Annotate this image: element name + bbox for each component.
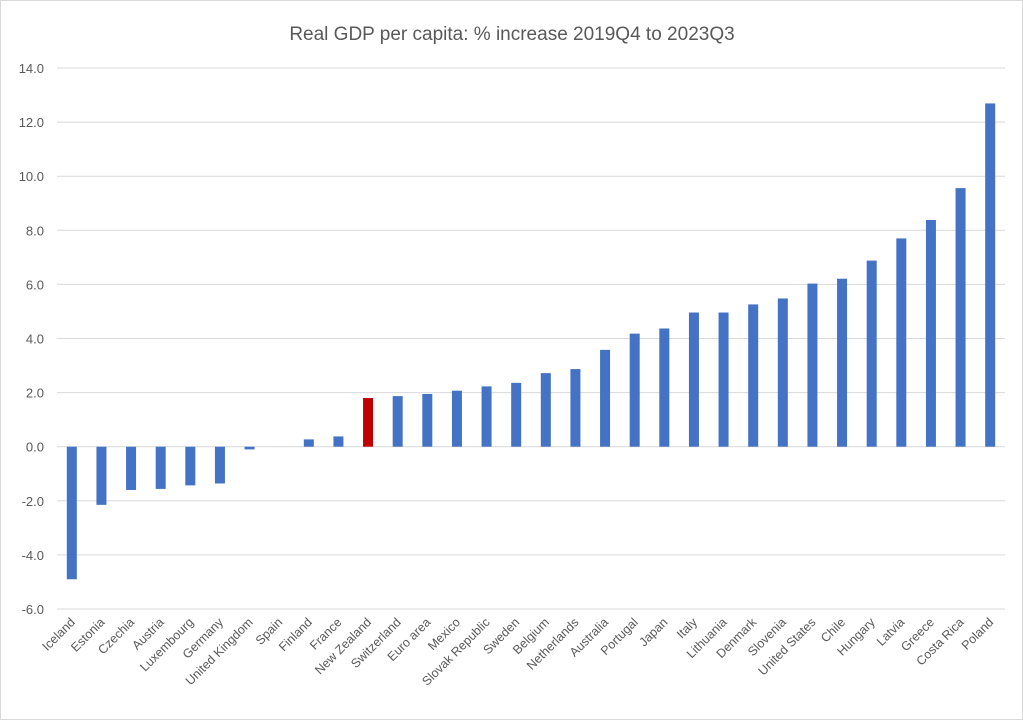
bar-italy [689, 313, 699, 447]
y-tick-label: 8.0 [26, 223, 44, 238]
x-tick-label: Japan [636, 615, 670, 649]
y-tick-label: 2.0 [26, 386, 44, 401]
y-tick-label: 6.0 [26, 277, 44, 292]
bar-france [333, 436, 343, 446]
bar-mexico [452, 391, 462, 447]
bar-new-zealand [363, 398, 373, 447]
bar-switzerland [393, 396, 403, 447]
bar-costa-rica [956, 188, 966, 447]
y-tick-label: 12.0 [19, 115, 44, 130]
bar-portugal [630, 334, 640, 447]
bar-denmark [748, 304, 758, 446]
bar-austria [156, 447, 166, 489]
y-tick-label: 10.0 [19, 169, 44, 184]
y-tick-label: -6.0 [22, 602, 44, 617]
bar-iceland [67, 447, 77, 580]
x-tick-label: Poland [959, 615, 996, 652]
bar-latvia [896, 238, 906, 446]
bar-united-states [807, 284, 817, 447]
bar-poland [985, 103, 995, 446]
bar-luxembourg [185, 447, 195, 486]
y-tick-label: 0.0 [26, 440, 44, 455]
bar-slovenia [778, 298, 788, 446]
bar-belgium [541, 373, 551, 447]
bar-germany [215, 447, 225, 484]
bar-hungary [867, 261, 877, 447]
bar-lithuania [719, 313, 729, 447]
y-tick-label: -2.0 [22, 494, 44, 509]
bar-netherlands [570, 369, 580, 447]
y-tick-label: -4.0 [22, 548, 44, 563]
bar-euro-area [422, 394, 432, 447]
bar-japan [659, 328, 669, 446]
bar-slovak-republic [482, 386, 492, 446]
bar-australia [600, 350, 610, 447]
bar-united-kingdom [245, 447, 255, 450]
bar-sweden [511, 383, 521, 447]
x-tick-label: Finland [276, 615, 315, 654]
chart-title: Real GDP per capita: % increase 2019Q4 t… [289, 24, 734, 45]
bar-finland [304, 439, 314, 446]
bar-czechia [126, 447, 136, 490]
y-tick-label: 14.0 [19, 61, 44, 76]
bar-estonia [96, 447, 106, 505]
bar-greece [926, 220, 936, 447]
y-tick-label: 4.0 [26, 332, 44, 347]
bar-chile [837, 279, 847, 447]
